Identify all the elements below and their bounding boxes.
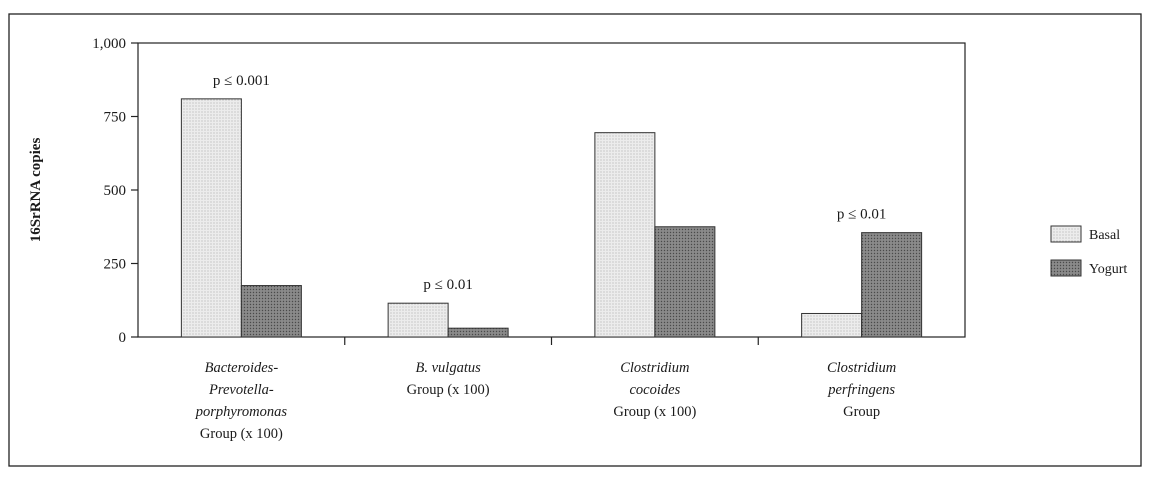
y-tick-label: 750: [104, 110, 127, 126]
category-label: Group: [843, 404, 880, 420]
y-tick-label: 250: [104, 257, 127, 273]
significance-annotation: p ≤ 0.01: [423, 277, 472, 293]
category-label: Clostridium: [827, 360, 896, 376]
category-label: Group (x 100): [613, 404, 696, 420]
bar-basal: [594, 132, 656, 338]
category-label: Prevotella-: [208, 382, 274, 398]
y-axis-label: 16SrRNA copies: [28, 138, 44, 243]
bar-basal: [801, 312, 863, 338]
category-label: Group (x 100): [407, 382, 490, 398]
category-label: B. vulgatus: [416, 360, 482, 376]
bar-basal: [387, 302, 449, 338]
y-tick-label: 500: [104, 183, 127, 199]
category-label: Bacteroides-: [205, 360, 279, 376]
category-label: Group (x 100): [200, 426, 283, 442]
bar-yogurt: [240, 285, 302, 338]
category-label: cocoides: [630, 382, 681, 398]
y-tick-label: 0: [119, 330, 127, 346]
legend-swatch-basal: [1050, 225, 1082, 243]
legend-label-yogurt: Yogurt: [1089, 262, 1127, 277]
bar-yogurt: [861, 232, 923, 338]
bar-basal: [180, 98, 242, 338]
outer-border: [8, 13, 1142, 467]
legend-label-basal: Basal: [1089, 228, 1120, 243]
y-tick-label: 1,000: [92, 36, 126, 52]
category-label: Clostridium: [620, 360, 689, 376]
legend-swatch-yogurt: [1050, 259, 1082, 277]
bar-yogurt: [447, 327, 509, 338]
category-label: perfringens: [827, 382, 895, 398]
significance-annotation: p ≤ 0.001: [213, 73, 270, 89]
bar-yogurt: [654, 226, 716, 338]
significance-annotation: p ≤ 0.01: [837, 207, 886, 223]
category-label: porphyromonas: [195, 404, 288, 420]
